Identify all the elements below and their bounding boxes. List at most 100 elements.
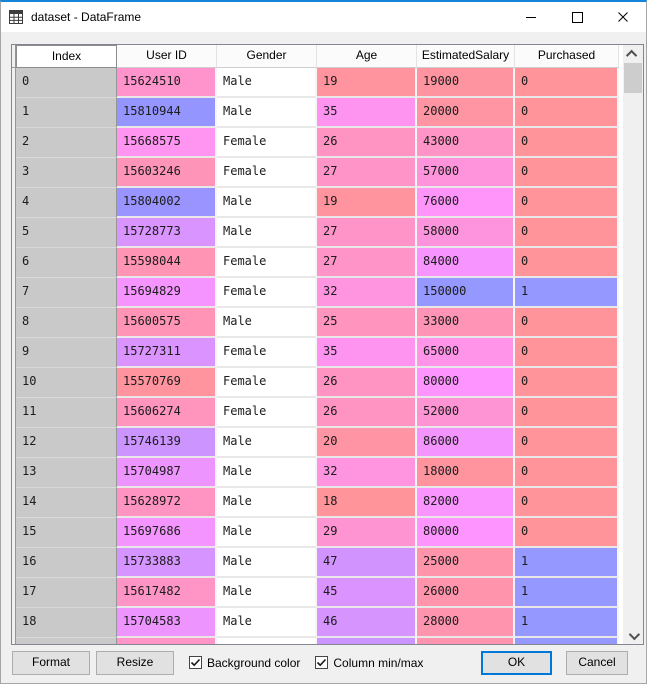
- table-cell[interactable]: 20: [317, 428, 417, 458]
- table-cell[interactable]: Male: [217, 188, 317, 218]
- resize-button[interactable]: Resize: [96, 650, 174, 675]
- table-cell[interactable]: 19: [317, 68, 417, 98]
- table-cell[interactable]: 0: [515, 218, 619, 248]
- cancel-button[interactable]: Cancel: [566, 650, 628, 675]
- table-cell[interactable]: 15598044: [117, 248, 217, 278]
- index-cell[interactable]: 11: [16, 398, 117, 428]
- index-cell[interactable]: 16: [16, 548, 117, 578]
- table-cell[interactable]: 32: [317, 458, 417, 488]
- index-cell[interactable]: 7: [16, 278, 117, 308]
- table-cell[interactable]: Female: [217, 278, 317, 308]
- table-cell[interactable]: 29: [317, 518, 417, 548]
- table-cell[interactable]: 45: [317, 578, 417, 608]
- table-cell[interactable]: Female: [217, 158, 317, 188]
- table-cell[interactable]: 28000: [417, 608, 515, 638]
- table-cell[interactable]: 47: [317, 548, 417, 578]
- table-cell[interactable]: 15746139: [117, 428, 217, 458]
- table-cell[interactable]: 1: [515, 278, 619, 308]
- table-cell[interactable]: 15727311: [117, 338, 217, 368]
- table-cell[interactable]: 27: [317, 248, 417, 278]
- format-button[interactable]: Format: [12, 650, 90, 675]
- index-cell[interactable]: 2: [16, 128, 117, 158]
- index-cell[interactable]: 4: [16, 188, 117, 218]
- table-cell[interactable]: 52000: [417, 398, 515, 428]
- table-cell[interactable]: 1: [515, 608, 619, 638]
- table-cell[interactable]: 19000: [417, 68, 515, 98]
- scrollbar-thumb[interactable]: [624, 63, 642, 93]
- table-cell[interactable]: 0: [515, 98, 619, 128]
- index-cell[interactable]: 0: [16, 68, 117, 98]
- table-cell[interactable]: 25000: [417, 548, 515, 578]
- table-cell[interactable]: 0: [515, 458, 619, 488]
- table-cell[interactable]: 1: [515, 548, 619, 578]
- table-cell[interactable]: 15617482: [117, 578, 217, 608]
- index-cell[interactable]: [16, 638, 117, 644]
- table-cell[interactable]: Male: [217, 308, 317, 338]
- table-cell[interactable]: 86000: [417, 428, 515, 458]
- index-cell[interactable]: 12: [16, 428, 117, 458]
- table-cell[interactable]: Male: [217, 68, 317, 98]
- vertical-scrollbar[interactable]: [623, 45, 643, 644]
- table-cell[interactable]: [217, 638, 317, 644]
- table-cell[interactable]: 15697686: [117, 518, 217, 548]
- table-cell[interactable]: 15704583: [117, 608, 217, 638]
- table-cell[interactable]: 27: [317, 218, 417, 248]
- background-color-checkbox[interactable]: [189, 656, 202, 669]
- table-cell[interactable]: 65000: [417, 338, 515, 368]
- table-cell[interactable]: 15810944: [117, 98, 217, 128]
- table-cell[interactable]: 15704987: [117, 458, 217, 488]
- table-cell[interactable]: Female: [217, 368, 317, 398]
- index-cell[interactable]: 15: [16, 518, 117, 548]
- table-cell[interactable]: Male: [217, 518, 317, 548]
- table-cell[interactable]: 20000: [417, 98, 515, 128]
- table-cell[interactable]: 0: [515, 188, 619, 218]
- column-header-estimatedsalary[interactable]: EstimatedSalary: [417, 45, 515, 68]
- table-cell[interactable]: 43000: [417, 128, 515, 158]
- index-cell[interactable]: 10: [16, 368, 117, 398]
- table-cell[interactable]: 27: [317, 158, 417, 188]
- table-cell[interactable]: 25: [317, 308, 417, 338]
- table-cell[interactable]: 0: [515, 248, 619, 278]
- table-cell[interactable]: Male: [217, 428, 317, 458]
- index-cell[interactable]: 5: [16, 218, 117, 248]
- index-cell[interactable]: 18: [16, 608, 117, 638]
- table-cell[interactable]: Male: [217, 488, 317, 518]
- table-cell[interactable]: 1: [515, 578, 619, 608]
- table-cell[interactable]: 15733883: [117, 548, 217, 578]
- index-cell[interactable]: 13: [16, 458, 117, 488]
- table-cell[interactable]: 26: [317, 368, 417, 398]
- table-cell[interactable]: 15628972: [117, 488, 217, 518]
- table-cell[interactable]: Male: [217, 458, 317, 488]
- column-header-gender[interactable]: Gender: [217, 45, 317, 68]
- table-cell[interactable]: 15804002: [117, 188, 217, 218]
- index-cell[interactable]: 8: [16, 308, 117, 338]
- table-cell[interactable]: Male: [217, 548, 317, 578]
- index-cell[interactable]: 6: [16, 248, 117, 278]
- table-cell[interactable]: 33000: [417, 308, 515, 338]
- table-cell[interactable]: 150000: [417, 278, 515, 308]
- table-cell[interactable]: 15694829: [117, 278, 217, 308]
- table-cell[interactable]: 18: [317, 488, 417, 518]
- table-cell[interactable]: [317, 638, 417, 644]
- index-cell[interactable]: 1: [16, 98, 117, 128]
- table-cell[interactable]: 15606274: [117, 398, 217, 428]
- table-cell[interactable]: 26: [317, 128, 417, 158]
- table-cell[interactable]: 32: [317, 278, 417, 308]
- table-cell[interactable]: 46: [317, 608, 417, 638]
- table-cell[interactable]: 76000: [417, 188, 515, 218]
- table-cell[interactable]: 80000: [417, 368, 515, 398]
- maximize-button[interactable]: [554, 2, 600, 32]
- table-cell[interactable]: 0: [515, 338, 619, 368]
- table-cell[interactable]: 58000: [417, 218, 515, 248]
- column-header-age[interactable]: Age: [317, 45, 417, 68]
- table-cell[interactable]: 0: [515, 518, 619, 548]
- table-cell[interactable]: 84000: [417, 248, 515, 278]
- table-cell[interactable]: 35: [317, 98, 417, 128]
- minimize-button[interactable]: [508, 2, 554, 32]
- table-cell[interactable]: 0: [515, 428, 619, 458]
- close-button[interactable]: [600, 2, 646, 32]
- table-cell[interactable]: 80000: [417, 518, 515, 548]
- table-cell[interactable]: 57000: [417, 158, 515, 188]
- table-cell[interactable]: Male: [217, 218, 317, 248]
- table-cell[interactable]: 0: [515, 158, 619, 188]
